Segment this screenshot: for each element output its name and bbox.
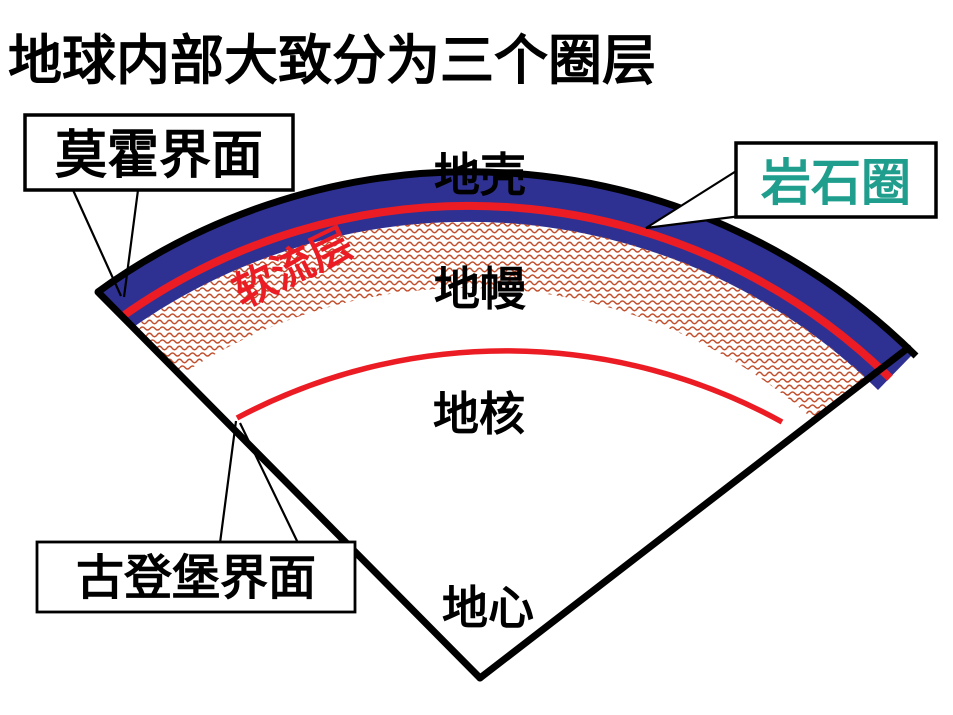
gutenberg-boundary-line bbox=[235, 348, 784, 425]
lithosphere-callout-box bbox=[734, 141, 938, 219]
wedge-left-edge bbox=[94, 288, 484, 682]
gutenberg-label: 古登堡界面 bbox=[76, 552, 316, 605]
lithosphere-label: 岩石圈 bbox=[761, 155, 911, 211]
mantle-label: 地幔 bbox=[434, 264, 526, 315]
moho-label: 莫霍界面 bbox=[55, 127, 263, 185]
gutenberg-callout-box bbox=[35, 540, 357, 614]
crust-label: 地壳 bbox=[434, 150, 526, 201]
earth-center-label: 地心 bbox=[442, 583, 534, 634]
moho-leader-lines bbox=[71, 189, 140, 298]
crust-band bbox=[91, 172, 913, 390]
asthenosphere-band bbox=[117, 221, 882, 440]
surface-outline-arc bbox=[91, 168, 919, 359]
page-title: 地球内部大致分为三个圈层 bbox=[8, 31, 656, 91]
moho-boundary-line bbox=[113, 201, 893, 381]
moho-callout-box bbox=[23, 113, 295, 192]
wedge-right-edge bbox=[476, 344, 912, 682]
core-label: 地核 bbox=[433, 389, 525, 440]
